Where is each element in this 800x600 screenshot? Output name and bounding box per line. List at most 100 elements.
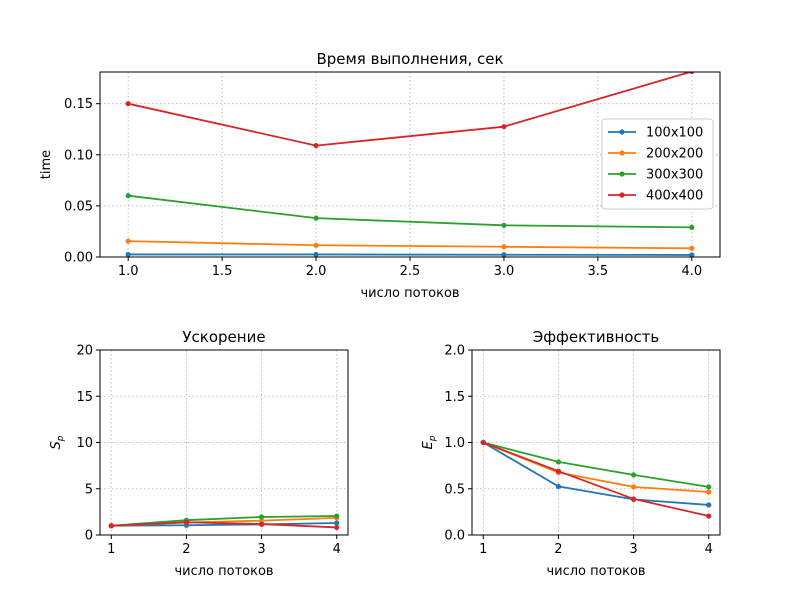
data-point bbox=[313, 251, 319, 257]
data-point bbox=[555, 459, 562, 465]
legend-box bbox=[601, 118, 714, 210]
series-group bbox=[108, 513, 340, 531]
data-point bbox=[555, 468, 562, 474]
y-tick-label: 0.00 bbox=[64, 251, 93, 266]
x-tick-label: 2 bbox=[554, 542, 562, 557]
y-tick-label: 0 bbox=[85, 529, 93, 544]
data-point bbox=[258, 521, 265, 527]
y-tick-label: 1.5 bbox=[444, 390, 465, 405]
y-axis-label: Ep bbox=[421, 435, 438, 449]
x-tick-label: 3.0 bbox=[494, 264, 515, 279]
data-point bbox=[334, 513, 340, 519]
x-tick-label: 4 bbox=[705, 542, 713, 557]
series-line bbox=[483, 441, 709, 488]
data-point bbox=[313, 242, 319, 248]
data-point bbox=[313, 142, 319, 149]
chart-title: Ускорение bbox=[182, 328, 265, 346]
data-point bbox=[555, 483, 562, 490]
y-tick-label: 0.15 bbox=[64, 97, 93, 112]
data-point bbox=[630, 472, 637, 478]
execution-time-chart: 1.0 1.5 2.0 2.5 3.0 3.5 4.0 0.00 0.05 0.10 0.15 Вре… bbox=[39, 50, 721, 301]
y-axis-label: Sp bbox=[49, 435, 66, 449]
grid bbox=[472, 349, 720, 536]
x-tick-label: 1.0 bbox=[118, 264, 139, 279]
x-tick-label: 1 bbox=[107, 542, 115, 557]
x-tick-label: 2 bbox=[182, 542, 190, 557]
data-point bbox=[706, 484, 712, 490]
y-tick-label: 5 bbox=[85, 482, 93, 497]
data-point bbox=[689, 224, 695, 230]
series-group bbox=[480, 439, 712, 519]
x-axis-label: число потоков bbox=[546, 564, 645, 579]
y-tick-label: 10 bbox=[76, 436, 93, 451]
data-point bbox=[125, 238, 131, 244]
series-line bbox=[482, 441, 709, 517]
series-line bbox=[111, 515, 337, 527]
data-point bbox=[183, 519, 190, 525]
legend-marker bbox=[619, 150, 625, 156]
data-point bbox=[108, 523, 114, 529]
data-point bbox=[630, 484, 637, 490]
data-point bbox=[258, 514, 265, 520]
data-point bbox=[501, 124, 507, 130]
series-line bbox=[111, 522, 337, 527]
y-tick-label: 2.0 bbox=[444, 344, 465, 359]
series-group bbox=[125, 72, 695, 257]
data-point bbox=[706, 513, 712, 519]
legend-label: 400x400 bbox=[646, 189, 703, 204]
data-point bbox=[501, 252, 507, 257]
data-point bbox=[689, 72, 695, 75]
data-point bbox=[480, 439, 486, 446]
series-line bbox=[128, 253, 692, 256]
data-point bbox=[630, 496, 637, 502]
y-tick-label: 0.10 bbox=[64, 148, 93, 163]
x-tick-label: 1.5 bbox=[212, 264, 233, 279]
series-line bbox=[127, 72, 693, 147]
legend-marker bbox=[619, 129, 625, 135]
x-tick-label: 3 bbox=[629, 542, 637, 557]
grid bbox=[100, 349, 348, 536]
data-point bbox=[501, 222, 507, 228]
chart-title: Время выполнения, сек bbox=[316, 50, 503, 68]
y-tick-label: 0.5 bbox=[444, 482, 465, 497]
x-tick-label: 4.0 bbox=[681, 264, 702, 279]
x-axis-label: число потоков bbox=[360, 286, 459, 301]
y-tick-label: 15 bbox=[76, 390, 93, 405]
y-tick-label: 1.0 bbox=[444, 436, 465, 451]
y-tick-label: 20 bbox=[76, 344, 93, 359]
y-tick-label: 0.0 bbox=[444, 529, 465, 544]
data-point bbox=[125, 193, 131, 199]
speedup-chart: 1 2 3 4 0 5 10 15 20 Ускорение число потоков Sp bbox=[49, 328, 349, 579]
data-point bbox=[689, 245, 695, 251]
x-tick-label: 2.5 bbox=[400, 264, 421, 279]
data-point bbox=[334, 520, 340, 526]
data-point bbox=[125, 251, 131, 257]
legend-label: 300x300 bbox=[646, 168, 703, 183]
x-tick-label: 3.5 bbox=[588, 264, 609, 279]
data-point bbox=[501, 244, 507, 250]
series-line bbox=[111, 521, 337, 529]
x-tick-label: 1 bbox=[479, 542, 487, 557]
legend-label: 100x100 bbox=[646, 126, 703, 141]
legend-label: 200x200 bbox=[646, 147, 703, 162]
series-line bbox=[482, 441, 709, 506]
data-point bbox=[313, 215, 319, 221]
y-tick-label: 0.05 bbox=[64, 199, 93, 214]
chart-title: Эффективность bbox=[533, 328, 660, 346]
legend-marker bbox=[619, 192, 625, 198]
series-line bbox=[128, 240, 692, 250]
series-line bbox=[128, 194, 692, 229]
data-point bbox=[706, 502, 712, 508]
data-point bbox=[125, 101, 131, 107]
x-tick-label: 2.0 bbox=[306, 264, 327, 279]
data-point bbox=[706, 489, 712, 495]
legend: 100x100 200x200 300x300 400x400 bbox=[601, 118, 714, 210]
y-axis-label: time bbox=[39, 150, 54, 179]
x-tick-label: 4 bbox=[333, 542, 341, 557]
legend-marker bbox=[619, 171, 625, 177]
data-point bbox=[334, 524, 340, 531]
efficiency-chart: 1 2 3 4 0.0 0.5 1.0 1.5 2.0 Эффективность число по… bbox=[421, 328, 721, 579]
x-axis-label: число потоков bbox=[174, 564, 273, 579]
data-point bbox=[689, 252, 695, 257]
